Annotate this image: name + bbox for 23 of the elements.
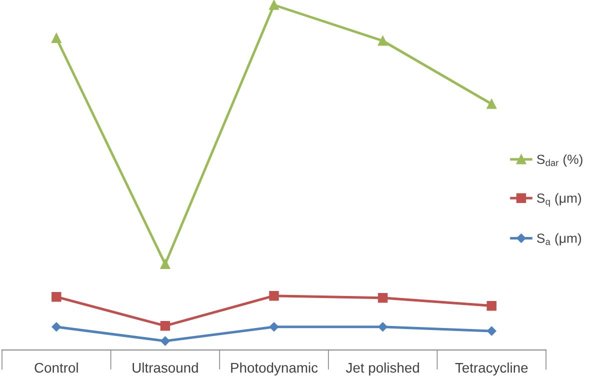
point [160, 336, 170, 346]
point [52, 33, 62, 43]
x-tick-label: Jet polished [346, 362, 419, 376]
x-tick-label: Photodynamic [231, 362, 318, 376]
point [486, 300, 496, 311]
point [378, 293, 388, 303]
legend-label: S$_{a}$ (μm) [536, 233, 582, 246]
x-tick-label: Control [34, 362, 78, 373]
point [160, 259, 170, 269]
point [269, 322, 279, 332]
point [269, 0, 279, 10]
point [269, 290, 279, 301]
legend-label: S$_{dar}$ (%) [536, 154, 582, 167]
x-tick-label: Ultrasound [132, 362, 198, 373]
point [486, 99, 496, 109]
point [378, 322, 388, 332]
legend-label: S$_{q}$ (μm) [536, 193, 582, 207]
point [160, 320, 170, 331]
point [52, 322, 62, 332]
point [378, 36, 388, 46]
point [52, 292, 62, 302]
point [486, 326, 496, 336]
x-tick-label: Tetracycline [455, 362, 528, 376]
